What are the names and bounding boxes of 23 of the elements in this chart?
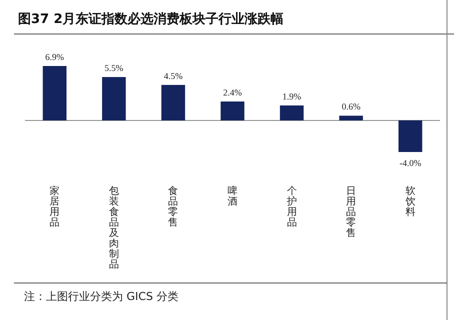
bar	[220, 102, 244, 120]
data-label: 0.6%	[342, 102, 361, 112]
chart-title: 图37 2月东证指数必选消费板块子行业涨跌幅	[18, 11, 284, 27]
x-tick-label: 包装食品及肉制品	[108, 185, 119, 270]
text: 注：上图行业分类为 GICS 分类	[24, 290, 178, 303]
data-label: 4.5%	[164, 70, 184, 81]
x-tick-label: 啤酒	[228, 185, 238, 208]
data-label: 2.4%	[223, 88, 242, 98]
bar	[42, 66, 66, 120]
x-tick-label: 家居用品	[50, 185, 60, 228]
x-tick-label: 个护用品	[286, 185, 297, 228]
data-label: -4.0%	[399, 158, 422, 168]
bar	[280, 105, 304, 120]
data-label: 1.9%	[282, 91, 302, 102]
bar	[102, 77, 126, 120]
bar	[161, 84, 186, 120]
x-tick-label: 食品零售	[168, 185, 178, 228]
bar	[398, 120, 422, 152]
data-label: 6.9%	[45, 52, 65, 62]
data-label: 5.5%	[104, 63, 124, 74]
x-tick-label: 日用品零售	[346, 186, 356, 239]
bar	[339, 116, 363, 120]
x-tick-label: 软饮料	[404, 185, 416, 218]
